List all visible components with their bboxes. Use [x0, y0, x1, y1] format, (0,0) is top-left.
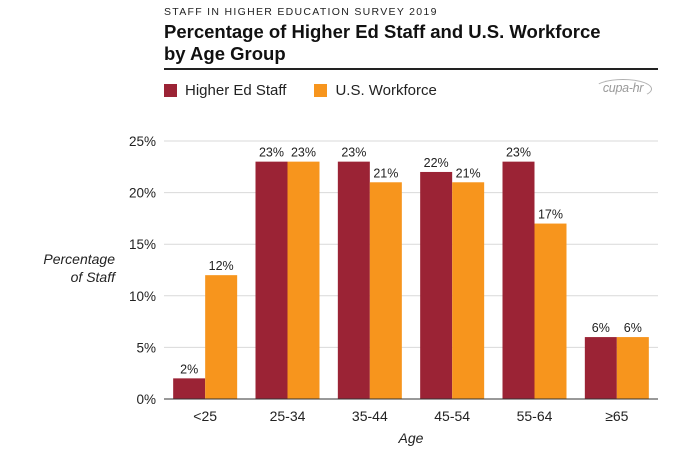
- chart-legend: Higher Ed Staff U.S. Workforce: [164, 80, 465, 100]
- bar-workforce: [205, 275, 238, 399]
- bar-higher-ed: [337, 161, 370, 399]
- data-label-workforce: 21%: [373, 166, 398, 180]
- cupa-hr-logo: cupa-hr: [591, 79, 655, 101]
- x-tick-label: ≥65: [605, 408, 628, 424]
- legend-label-higher-ed: Higher Ed Staff: [185, 81, 287, 99]
- legend-item-higher-ed: Higher Ed Staff: [164, 82, 286, 99]
- logo-arc: [594, 79, 652, 99]
- gridlines: [164, 140, 658, 348]
- bar-workforce: [452, 182, 485, 399]
- data-label-workforce: 21%: [456, 166, 481, 180]
- data-label-workforce: 17%: [538, 208, 563, 222]
- chart-title-line-1: Percentage of Higher Ed Staff and U.S. W…: [164, 21, 601, 42]
- data-label-workforce: 12%: [209, 259, 234, 273]
- data-labels: 2% 12% 23% 23% 23% 21% 22% 21% 23% 17% 6% 6%: [180, 146, 642, 377]
- legend-swatch-workforce: [314, 83, 328, 97]
- legend-label-workforce: U.S. Workforce: [335, 81, 437, 99]
- bar-workforce: [534, 223, 567, 399]
- title-divider: [164, 68, 658, 70]
- legend-swatch-higher-ed: [164, 83, 177, 97]
- bar-higher-ed: [584, 337, 617, 399]
- data-label-workforce: 23%: [291, 146, 316, 160]
- x-tick-label: 55-64: [517, 408, 553, 424]
- x-tick-label: <25: [193, 408, 217, 424]
- y-tick-label: 25%: [129, 134, 156, 149]
- y-tick-label: 15%: [129, 237, 156, 252]
- x-axis-title: Age: [398, 430, 424, 446]
- legend-item-workforce: U.S. Workforce: [314, 81, 437, 99]
- chart-title-line-2: by Age Group: [164, 43, 286, 64]
- bar-workforce: [369, 182, 402, 399]
- bar-higher-ed: [173, 378, 206, 399]
- bar-workforce: [287, 161, 320, 399]
- bar-workforce: [616, 337, 649, 399]
- tick-labels: 0% 5% 10% 15% 20% 25% <25 25-34 35-44 45-54 55-64 ≥…: [129, 134, 629, 424]
- data-label-higher-ed: 6%: [592, 321, 610, 335]
- data-label-higher-ed: 22%: [424, 156, 449, 170]
- data-label-higher-ed: 23%: [506, 146, 531, 160]
- y-axis-title-line-2: of Staff: [71, 269, 117, 285]
- y-tick-label: 5%: [136, 340, 156, 355]
- data-label-higher-ed: 23%: [341, 146, 366, 160]
- y-tick-label: 0%: [136, 392, 156, 407]
- y-tick-label: 20%: [129, 186, 156, 201]
- data-label-higher-ed: 23%: [259, 146, 284, 160]
- data-label-workforce: 6%: [624, 321, 642, 335]
- x-tick-label: 45-54: [434, 408, 470, 424]
- y-axis-title-line-1: Percentage: [43, 251, 115, 267]
- x-tick-label: 25-34: [270, 408, 306, 424]
- data-label-higher-ed: 2%: [180, 362, 198, 376]
- logo-text: cupa-hr: [602, 81, 644, 95]
- x-tick-label: 35-44: [352, 408, 388, 424]
- bar-higher-ed: [255, 161, 288, 399]
- chart-header: STAFF IN HIGHER EDUCATION SURVEY 2019 Pe…: [164, 6, 658, 65]
- bar-higher-ed: [502, 161, 535, 399]
- chart-title: Percentage of Higher Ed Staff and U.S. W…: [164, 21, 658, 65]
- y-tick-label: 10%: [129, 289, 156, 304]
- bar-higher-ed: [420, 171, 453, 399]
- bars: [173, 161, 649, 399]
- chart-supertitle: STAFF IN HIGHER EDUCATION SURVEY 2019: [164, 6, 438, 18]
